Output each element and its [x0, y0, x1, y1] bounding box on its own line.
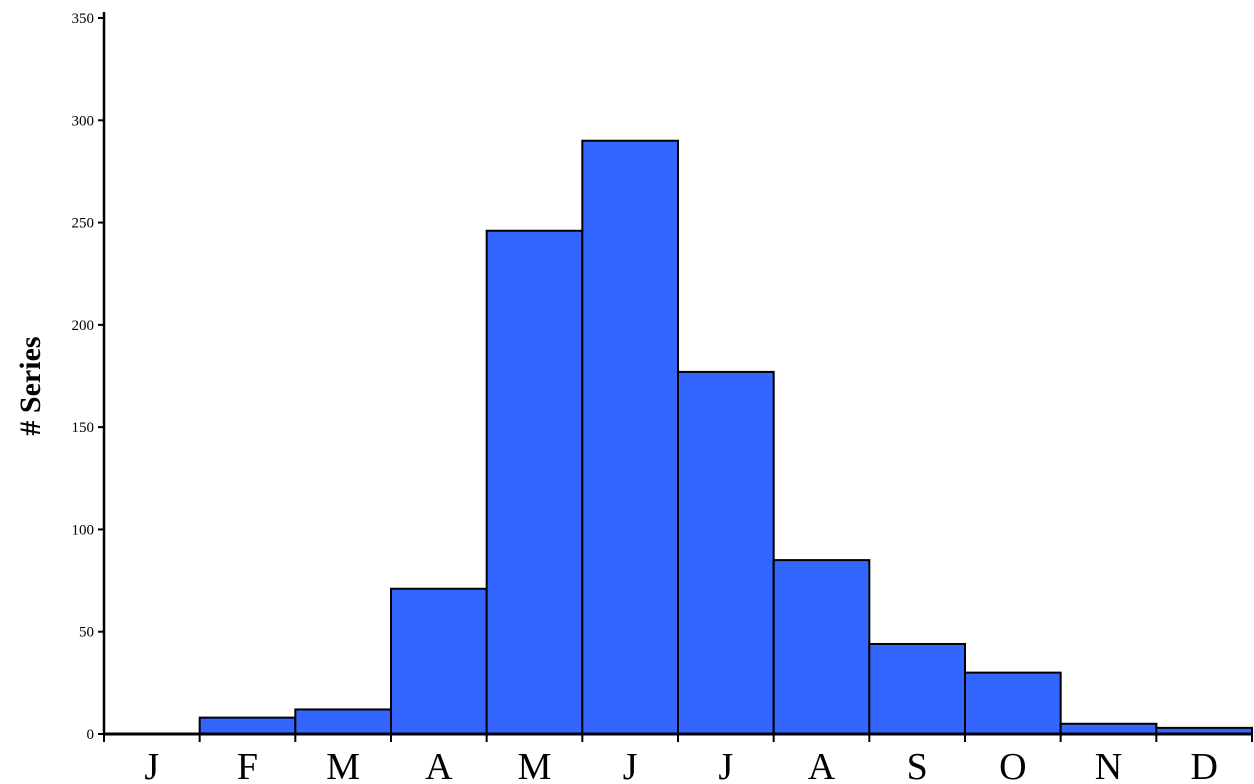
bar-5 — [485, 229, 584, 735]
y-tick-label-200: 200 — [72, 318, 95, 334]
bars-layer — [198, 139, 1253, 736]
bar-10 — [964, 671, 1062, 736]
y-axis-title: # Series — [14, 336, 47, 435]
y-tick-label-300: 300 — [72, 113, 95, 129]
y-tick-label-50: 50 — [79, 625, 94, 641]
bar-2 — [198, 716, 297, 736]
labels-layer: 0 50 100 150 200 250 300 350 J F M A M J J A S O N D — [72, 11, 1218, 784]
x-tick-label-10: O — [999, 746, 1026, 784]
y-tick-label-250: 250 — [72, 216, 95, 232]
x-tick-label-12: D — [1190, 746, 1217, 784]
bar-6 — [581, 139, 680, 736]
bar-11 — [1059, 722, 1158, 736]
x-tick-label-1: J — [144, 746, 159, 784]
x-tick-label-6: J — [623, 746, 638, 784]
x-tick-label-3: M — [326, 746, 360, 784]
x-tick-label-8: A — [808, 746, 836, 784]
x-tick-label-11: N — [1095, 746, 1122, 784]
bar-3 — [294, 708, 392, 736]
bar-4 — [390, 587, 488, 735]
x-tick-label-4: A — [425, 746, 453, 784]
y-tick-label-150: 150 — [72, 420, 95, 436]
x-tick-label-7: J — [718, 746, 733, 784]
bar-9 — [868, 642, 967, 735]
axes-layer — [98, 12, 1253, 742]
bar-7 — [677, 370, 775, 735]
y-tick-label-350: 350 — [72, 11, 95, 27]
x-tick-label-2: F — [237, 746, 258, 784]
x-tick-label-5: M — [518, 746, 552, 784]
y-tick-label-100: 100 — [72, 522, 95, 538]
y-tick-label-0: 0 — [87, 727, 95, 743]
x-tick-label-9: S — [907, 746, 928, 784]
bar-8 — [772, 559, 871, 735]
